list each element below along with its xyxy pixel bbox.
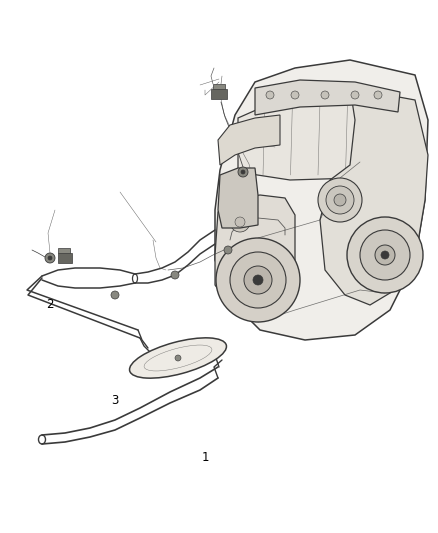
Polygon shape (320, 88, 428, 305)
Circle shape (230, 252, 286, 308)
Polygon shape (58, 253, 72, 263)
Circle shape (111, 291, 119, 299)
Circle shape (216, 238, 300, 322)
Polygon shape (215, 60, 428, 340)
Circle shape (266, 91, 274, 99)
Circle shape (326, 186, 354, 214)
Circle shape (334, 194, 346, 206)
Circle shape (48, 256, 52, 260)
Circle shape (318, 178, 362, 222)
Circle shape (235, 217, 245, 227)
Circle shape (241, 170, 245, 174)
Circle shape (238, 167, 248, 177)
Circle shape (360, 230, 410, 280)
Circle shape (244, 266, 272, 294)
Ellipse shape (130, 338, 226, 378)
Circle shape (291, 91, 299, 99)
Circle shape (374, 91, 382, 99)
Circle shape (175, 355, 181, 361)
Text: 1: 1 (201, 451, 209, 464)
Circle shape (224, 246, 232, 254)
Circle shape (230, 212, 250, 232)
Text: 3: 3 (111, 394, 118, 407)
Circle shape (45, 253, 55, 263)
Circle shape (253, 275, 263, 285)
Circle shape (171, 271, 179, 279)
Polygon shape (255, 80, 400, 115)
Polygon shape (58, 248, 70, 253)
Polygon shape (218, 168, 258, 228)
Circle shape (381, 251, 389, 259)
Circle shape (375, 245, 395, 265)
Circle shape (351, 91, 359, 99)
Polygon shape (215, 195, 295, 310)
Polygon shape (211, 89, 227, 99)
Polygon shape (213, 84, 225, 89)
Polygon shape (238, 88, 400, 180)
Polygon shape (218, 115, 280, 165)
Circle shape (347, 217, 423, 293)
Circle shape (321, 91, 329, 99)
Text: 2: 2 (46, 298, 54, 311)
